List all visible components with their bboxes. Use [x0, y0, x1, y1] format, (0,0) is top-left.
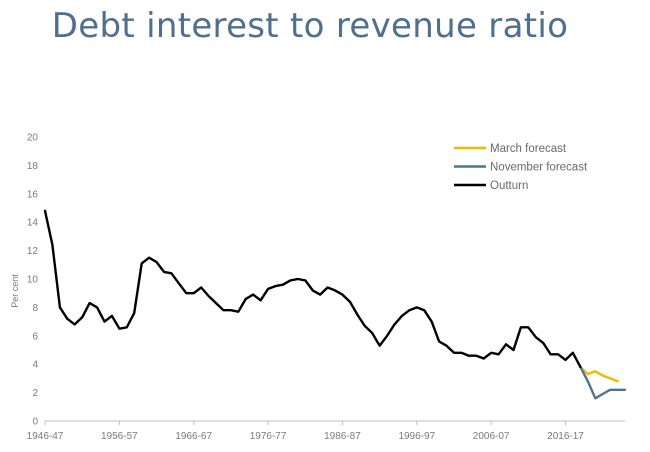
- legend: March forecast November forecast Outturn: [454, 143, 588, 192]
- x-tick-label: 1986-87: [324, 431, 361, 442]
- y-tick-label: 0: [32, 417, 38, 428]
- y-tick-label: 14: [27, 218, 39, 229]
- y-axis-label: Per cent: [10, 274, 20, 308]
- y-tick-label: 12: [27, 246, 39, 257]
- y-tick-label: 10: [27, 275, 39, 286]
- y-tick-label: 8: [32, 303, 38, 314]
- legend-label-outturn: Outturn: [490, 180, 528, 192]
- y-tick-label: 6: [32, 331, 38, 342]
- y-tick-label: 18: [27, 161, 39, 172]
- outturn-line: [43, 209, 582, 369]
- x-tick-label: 1976-77: [250, 431, 287, 442]
- x-tick-label: 2016-17: [547, 431, 584, 442]
- x-tick-label: 1966-67: [175, 431, 212, 442]
- y-tick-label: 2: [32, 388, 38, 399]
- y-axis-ticks: 0 2 4 6 8 10 12 14 16 18 20: [27, 133, 39, 428]
- x-tick-label: 1956-57: [101, 431, 138, 442]
- legend-label-november-forecast: November forecast: [490, 162, 588, 174]
- series-lines: [43, 209, 627, 400]
- november-forecast-line: [579, 365, 627, 400]
- x-axis-ticks: 1946-47 1956-57 1966-67 1976-77 1986-87 1996-…: [27, 421, 584, 442]
- x-tick-label: 1996-97: [398, 431, 435, 442]
- y-tick-label: 4: [32, 360, 38, 371]
- x-tick-label: 2006-07: [473, 431, 510, 442]
- x-tick-label: 1946-47: [27, 431, 64, 442]
- march-forecast-line: [579, 365, 619, 383]
- y-tick-label: 16: [27, 189, 39, 200]
- legend-label-march-forecast: March forecast: [490, 143, 567, 155]
- slide-title: Debt interest to revenue ratio: [51, 6, 569, 46]
- y-tick-label: 20: [27, 133, 39, 144]
